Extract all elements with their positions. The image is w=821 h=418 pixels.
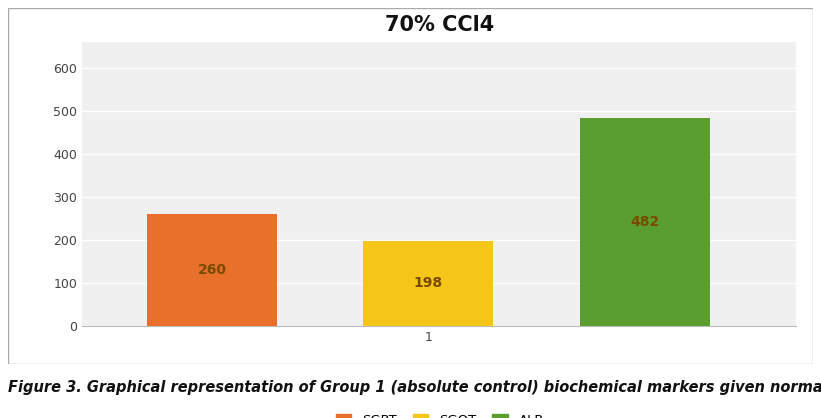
Text: 198: 198 [414, 276, 443, 291]
Bar [364, 241, 493, 326]
Text: 482: 482 [631, 215, 659, 229]
Legend: SGPT, SGOT, ALP: SGPT, SGOT, ALP [336, 414, 543, 418]
Title: 70% CCl4: 70% CCl4 [384, 15, 494, 35]
Bar [147, 214, 277, 326]
Bar [580, 118, 710, 326]
Text: Figure 3. Graphical representation of Group 1 (absolute control) biochemical mar: Figure 3. Graphical representation of Gr… [8, 380, 821, 395]
Text: 260: 260 [198, 263, 227, 277]
